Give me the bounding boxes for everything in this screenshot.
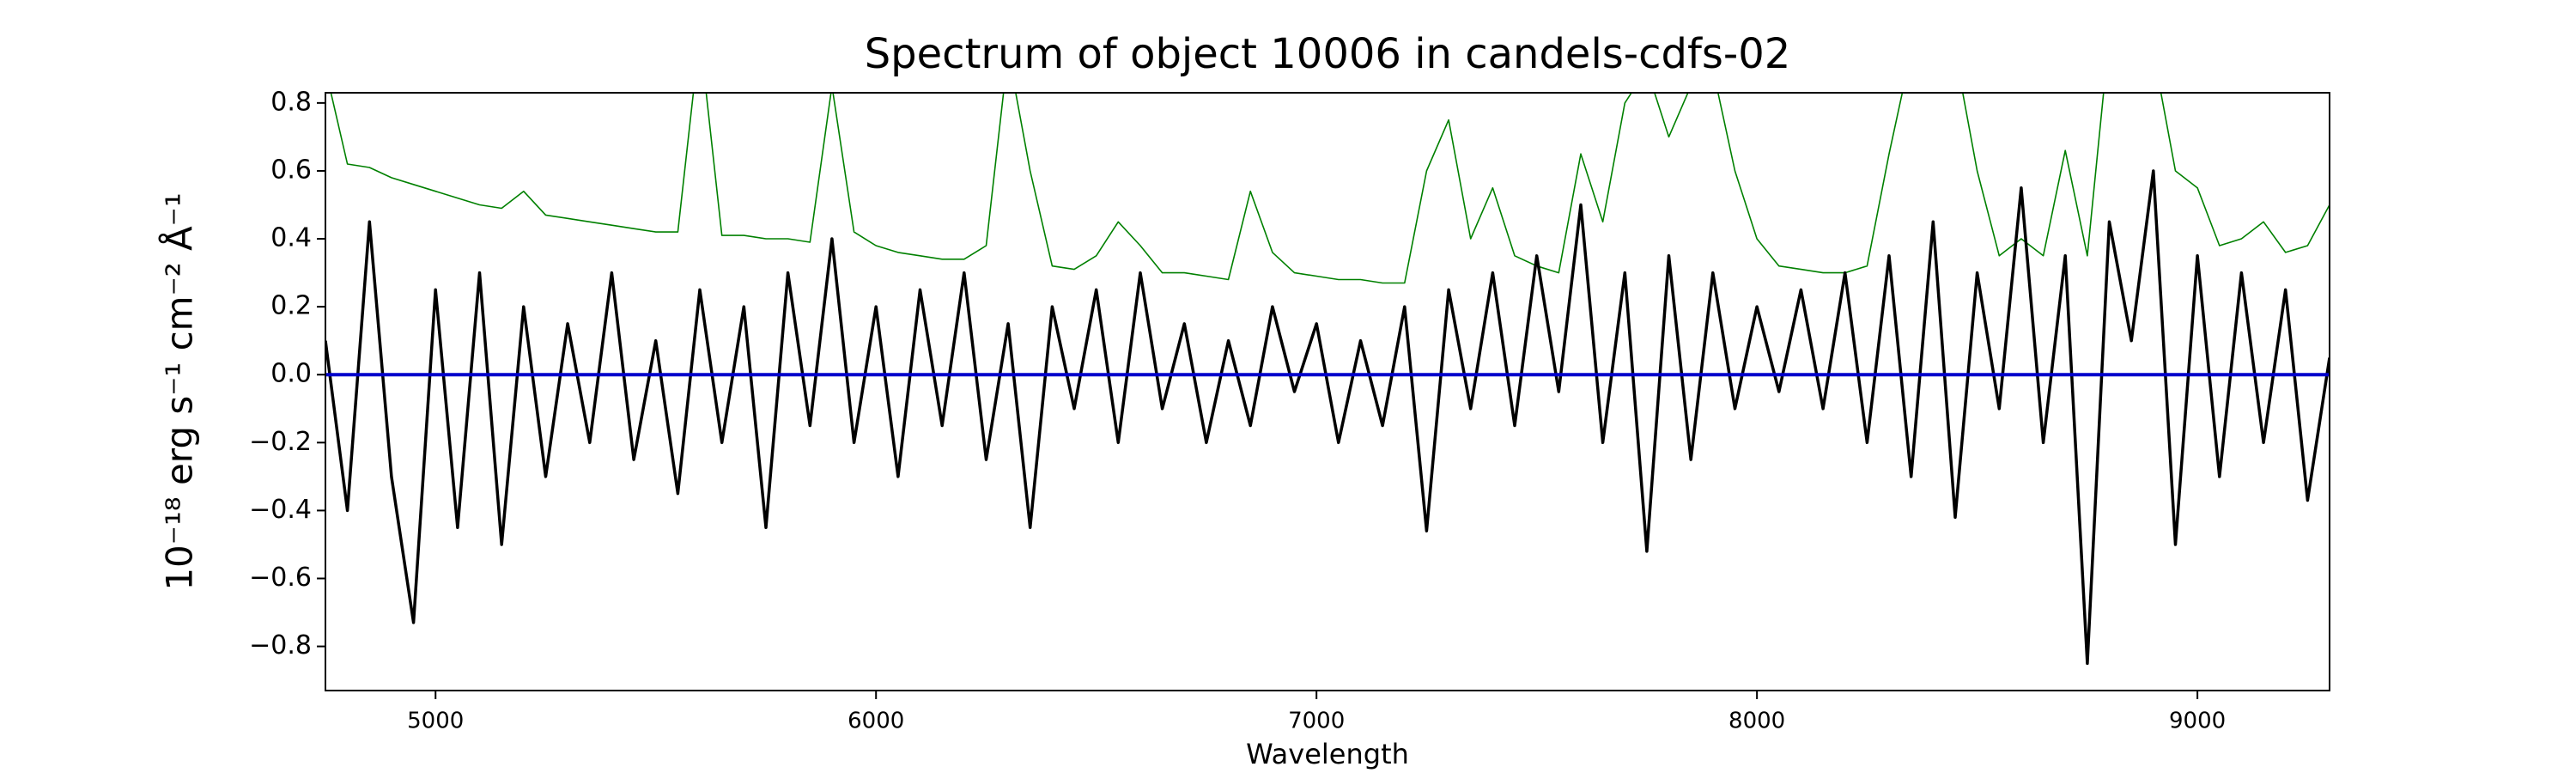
y-tick-label: −0.6 xyxy=(249,563,312,593)
y-tick-label: 0.8 xyxy=(270,87,312,117)
spectrum-line xyxy=(325,169,2330,666)
y-tick-label: −0.4 xyxy=(249,495,312,525)
x-tick-label: 7000 xyxy=(1288,709,1345,734)
y-axis-label: 10⁻¹⁸ erg s⁻¹ cm⁻² Å⁻¹ xyxy=(158,192,201,590)
y-tick-label: 0.0 xyxy=(270,359,312,389)
x-tick-label: 9000 xyxy=(2169,709,2226,734)
x-axis-label: Wavelength xyxy=(1246,738,1409,770)
plot-area xyxy=(325,93,2330,666)
chart-title: Spectrum of object 10006 in candels-cdfs… xyxy=(865,30,1791,78)
spectrum-line xyxy=(330,93,2330,284)
x-tick-label: 8000 xyxy=(1728,709,1785,734)
y-tick-label: 0.2 xyxy=(270,291,312,321)
axes-frame xyxy=(325,92,2330,691)
x-tick-label: 5000 xyxy=(407,709,464,734)
y-tick-label: 0.4 xyxy=(270,223,312,253)
x-tick-label: 6000 xyxy=(848,709,904,734)
y-tick-label: −0.2 xyxy=(249,427,312,457)
y-tick-label: −0.8 xyxy=(249,630,312,660)
y-tick-label: 0.6 xyxy=(270,155,312,185)
